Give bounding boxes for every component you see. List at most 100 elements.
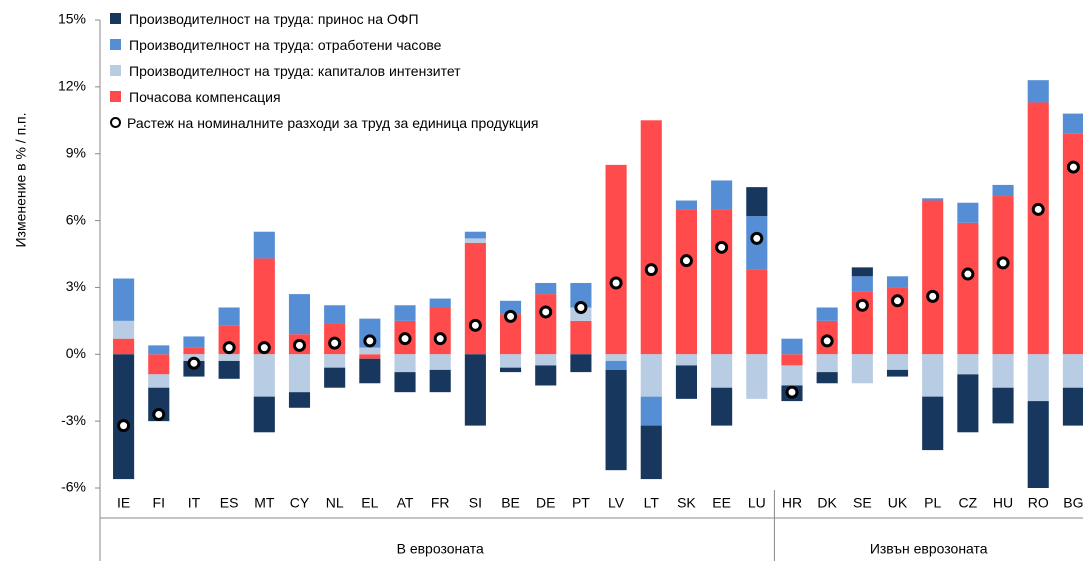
legend-swatch bbox=[110, 39, 121, 50]
x-tick-label: EE bbox=[712, 495, 731, 511]
bar-segment bbox=[957, 374, 979, 433]
bar-segment bbox=[1062, 354, 1083, 388]
bar-segment bbox=[922, 200, 944, 355]
bar-segment bbox=[148, 345, 170, 355]
x-tick-label: SE bbox=[853, 495, 872, 511]
bar-segment bbox=[992, 184, 1014, 197]
bar-segment bbox=[640, 354, 662, 397]
bar-segment bbox=[183, 336, 205, 348]
legend-label: Производителност на труда: отработени ча… bbox=[129, 37, 442, 53]
bar-segment bbox=[957, 354, 979, 375]
bar-segment bbox=[816, 307, 838, 321]
legend-label: Производителност на труда: капиталов инт… bbox=[129, 63, 461, 79]
x-tick-label: DK bbox=[817, 495, 837, 511]
bar-segment bbox=[1062, 387, 1083, 426]
x-tick-label: NL bbox=[326, 495, 344, 511]
legend-item: Производителност на труда: принос на ОФП bbox=[110, 10, 590, 28]
group-label: Извън еврозоната bbox=[870, 541, 988, 557]
bar-segment bbox=[429, 369, 451, 393]
bar-segment bbox=[1027, 80, 1049, 103]
bar-segment bbox=[429, 298, 451, 308]
bar-segment bbox=[324, 305, 346, 324]
dot bbox=[609, 276, 623, 290]
y-tick-label: 0% bbox=[66, 345, 86, 361]
bar-segment bbox=[535, 354, 557, 366]
bar-segment bbox=[148, 354, 170, 375]
dot bbox=[1031, 202, 1045, 216]
bar-segment bbox=[922, 396, 944, 451]
dot bbox=[715, 240, 729, 254]
dot bbox=[644, 263, 658, 277]
legend-label: Производителност на труда: принос на ОФП bbox=[129, 11, 419, 27]
x-tick-label: MT bbox=[254, 495, 275, 511]
bar-segment bbox=[1062, 113, 1083, 134]
dot bbox=[820, 334, 834, 348]
group-label: В еврозоната bbox=[397, 541, 484, 557]
bar-segment bbox=[675, 365, 697, 399]
bar-segment bbox=[746, 269, 768, 355]
y-tick-label: -3% bbox=[61, 412, 86, 428]
dot bbox=[187, 356, 201, 370]
legend-label: Растеж на номиналните разходи за труд за… bbox=[127, 115, 539, 131]
bar-segment bbox=[851, 276, 873, 292]
bar-segment bbox=[992, 196, 1014, 355]
bar-segment bbox=[781, 338, 803, 355]
dot bbox=[152, 407, 166, 421]
bar-segment bbox=[535, 365, 557, 386]
x-tick-label: SK bbox=[677, 495, 696, 511]
dot bbox=[891, 294, 905, 308]
legend-swatch bbox=[110, 13, 121, 24]
bar-segment bbox=[605, 369, 627, 471]
x-tick-label: UK bbox=[888, 495, 908, 511]
dot bbox=[855, 298, 869, 312]
bar-segment bbox=[605, 354, 627, 361]
bar-segment bbox=[394, 354, 416, 373]
bar-segment bbox=[816, 372, 838, 384]
legend-swatch bbox=[110, 117, 121, 128]
bar-segment bbox=[1027, 401, 1049, 488]
bar-segment bbox=[675, 200, 697, 210]
bar-segment bbox=[253, 258, 275, 355]
bar-segment bbox=[218, 360, 240, 379]
bar-segment bbox=[218, 307, 240, 326]
bar-segment bbox=[675, 354, 697, 366]
bar-segment bbox=[957, 202, 979, 223]
bar-segment bbox=[500, 354, 522, 368]
bar-segment bbox=[324, 367, 346, 388]
bar-segment bbox=[675, 209, 697, 355]
dot bbox=[679, 254, 693, 268]
dot bbox=[257, 341, 271, 355]
bar-segment bbox=[253, 354, 275, 397]
bar-segment bbox=[535, 282, 557, 295]
bar-segment bbox=[957, 222, 979, 355]
bar-segment bbox=[148, 374, 170, 388]
legend-swatch bbox=[110, 91, 121, 102]
bar-segment bbox=[113, 354, 135, 480]
x-tick-label: PT bbox=[572, 495, 590, 511]
bar-segment bbox=[570, 320, 592, 355]
x-tick-label: CY bbox=[290, 495, 310, 511]
dot bbox=[574, 300, 588, 314]
y-tick-label: 12% bbox=[58, 78, 86, 94]
legend-swatch bbox=[110, 65, 121, 76]
bar-segment bbox=[359, 358, 381, 384]
dot bbox=[996, 256, 1010, 270]
x-tick-label: SI bbox=[469, 495, 482, 511]
bar-segment bbox=[253, 396, 275, 433]
bar-segment bbox=[500, 367, 522, 373]
bar-segment bbox=[464, 231, 486, 239]
bar-segment bbox=[218, 354, 240, 361]
bar-segment bbox=[746, 187, 768, 217]
x-tick-label: HU bbox=[993, 495, 1013, 511]
bar-segment bbox=[113, 278, 135, 321]
bar-segment bbox=[886, 369, 909, 377]
bar-segment bbox=[886, 276, 909, 288]
bar-segment bbox=[886, 354, 909, 370]
dot bbox=[539, 305, 553, 319]
x-tick-label: FR bbox=[431, 495, 450, 511]
y-axis-label: Изменение в % / п.п. bbox=[13, 112, 29, 247]
x-tick-label: DE bbox=[536, 495, 555, 511]
dot bbox=[222, 341, 236, 355]
bar-segment bbox=[429, 307, 451, 355]
